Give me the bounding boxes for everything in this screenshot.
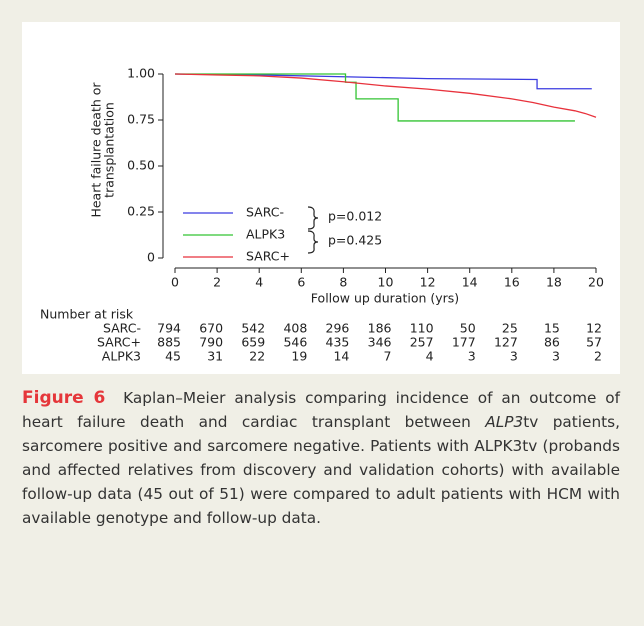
- risk-row-label: SARC-: [103, 321, 141, 336]
- x-axis-label: Follow up duration (yrs): [311, 291, 459, 306]
- figure-panel: [22, 22, 620, 374]
- risk-count: 31: [207, 349, 223, 364]
- caption: Figure 6 Kaplan–Meier analysis comparing…: [22, 386, 620, 530]
- y-tick-label: 0.50: [127, 158, 155, 173]
- annotation: p=0.012: [328, 209, 382, 224]
- risk-count: 542: [241, 321, 265, 336]
- risk-count: 435: [326, 335, 350, 350]
- risk-count: 346: [368, 335, 392, 350]
- risk-count: 3: [468, 349, 476, 364]
- x-tick-label: 8: [339, 275, 347, 290]
- risk-count: 3: [552, 349, 560, 364]
- y-axis-label: transplantation: [102, 102, 117, 198]
- x-tick-label: 0: [171, 275, 179, 290]
- survival-curve: [175, 73, 575, 122]
- x-tick-label: 18: [546, 275, 562, 290]
- risk-count: 12: [586, 321, 602, 336]
- risk-count: 15: [544, 321, 560, 336]
- risk-count: 110: [410, 321, 434, 336]
- risk-count: 127: [494, 335, 518, 350]
- risk-count: 885: [157, 335, 181, 350]
- risk-count: 25: [502, 321, 518, 336]
- x-tick-label: 6: [297, 275, 305, 290]
- risk-count: 22: [249, 349, 265, 364]
- risk-count: 186: [368, 321, 392, 336]
- brace: [307, 230, 319, 254]
- caption-text: tv patients, sarcomere positive and sarc…: [22, 413, 620, 527]
- x-tick-label: 16: [504, 275, 520, 290]
- x-tick-label: 14: [462, 275, 478, 290]
- risk-row-label: ALPK3: [102, 349, 141, 364]
- risk-count: 794: [157, 321, 181, 336]
- risk-count: 659: [241, 335, 265, 350]
- risk-count: 7: [384, 349, 392, 364]
- y-tick-label: 1.00: [127, 66, 155, 81]
- risk-count: 546: [283, 335, 307, 350]
- y-tick-label: 0.25: [127, 204, 155, 219]
- chart: Heart failure death or transplantation F…: [40, 66, 604, 364]
- x-tick-label: 12: [420, 275, 436, 290]
- risk-count: 19: [291, 349, 307, 364]
- risk-row-label: SARC+: [97, 335, 141, 350]
- risk-count: 670: [199, 321, 223, 336]
- risk-count: 2: [594, 349, 602, 364]
- risk-count: 86: [544, 335, 560, 350]
- y-tick-label: 0.75: [127, 112, 155, 127]
- risk-count: 408: [283, 321, 307, 336]
- risk-count: 257: [410, 335, 434, 350]
- x-tick-label: 10: [378, 275, 394, 290]
- caption-text: ALP3: [485, 413, 524, 431]
- annotation: p=0.425: [328, 233, 382, 248]
- risk-count: 50: [460, 321, 476, 336]
- risk-count: 177: [452, 335, 476, 350]
- x-tick-label: 4: [255, 275, 263, 290]
- legend-label: SARC+: [246, 249, 290, 264]
- brace: [307, 206, 319, 230]
- risk-count: 790: [199, 335, 223, 350]
- risk-count: 57: [586, 335, 602, 350]
- survival-curve: [174, 73, 592, 90]
- risk-table-title: Number at risk: [40, 307, 134, 322]
- risk-count: 14: [333, 349, 349, 364]
- y-axis-label: Heart failure death or: [89, 82, 104, 218]
- risk-count: 45: [165, 349, 181, 364]
- x-tick-label: 20: [588, 275, 604, 290]
- y-tick-label: 0: [147, 250, 155, 265]
- legend-label: ALPK3: [246, 227, 285, 242]
- survival-curve: [174, 73, 597, 118]
- x-tick-label: 2: [213, 275, 221, 290]
- risk-count: 4: [426, 349, 434, 364]
- risk-count: 296: [326, 321, 350, 336]
- caption-text: Kaplan–Meier analysis comparing incidenc…: [22, 389, 621, 431]
- legend-label: SARC-: [246, 205, 284, 220]
- figure-label: Figure 6: [22, 388, 106, 408]
- risk-count: 3: [510, 349, 518, 364]
